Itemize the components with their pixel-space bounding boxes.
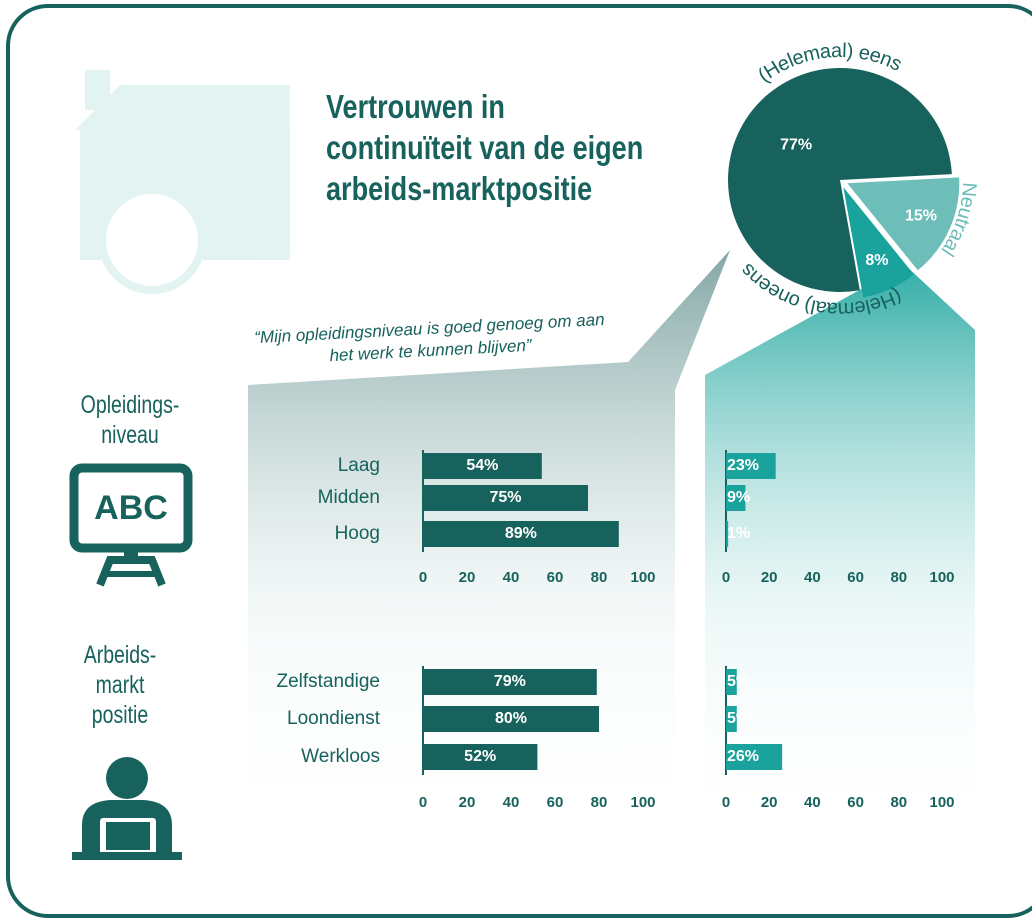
x-tick-label: 80 — [591, 794, 608, 811]
bar — [726, 521, 729, 547]
bar-value-label: 5% — [727, 710, 750, 727]
bar-value-label: 5% — [727, 673, 750, 690]
x-tick-label: 40 — [503, 569, 520, 586]
category-label: Midden — [318, 487, 380, 508]
slice-value-label: 15% — [905, 207, 937, 224]
bar — [423, 744, 538, 770]
bar — [423, 485, 588, 511]
bar — [726, 744, 783, 770]
bar — [726, 706, 737, 732]
x-tick-label: 0 — [419, 569, 427, 586]
bar — [726, 485, 746, 511]
section-label: Arbeids-markt positie — [83, 641, 157, 729]
x-tick-label: 0 — [722, 569, 730, 586]
x-tick-label: 60 — [847, 794, 864, 811]
x-tick-label: 100 — [929, 794, 954, 811]
x-tick-label: 0 — [419, 794, 427, 811]
bar-value-label: 23% — [727, 457, 759, 474]
bar-value-label: 9% — [727, 489, 750, 506]
pie-slice — [843, 187, 914, 298]
x-tick-label: 20 — [459, 569, 476, 586]
bar-value-label: 52% — [464, 748, 496, 765]
bar-value-label: 54% — [466, 457, 498, 474]
x-tick-label: 40 — [804, 794, 821, 811]
category-label: Hoog — [335, 523, 380, 544]
bar-value-label: 89% — [505, 525, 537, 542]
x-tick-label: 60 — [847, 569, 864, 586]
bar-value-label: 79% — [494, 673, 526, 690]
category-label: Zelfstandige — [276, 671, 380, 692]
category-label: Laag — [338, 455, 380, 476]
bar — [423, 706, 599, 732]
slice-value-label: 8% — [865, 252, 888, 269]
beam-right — [705, 265, 975, 840]
pie-slice — [847, 177, 960, 271]
bar — [423, 453, 542, 479]
slice-value-label: 77% — [780, 136, 812, 153]
x-tick-label: 20 — [761, 569, 778, 586]
x-tick-label: 0 — [722, 794, 730, 811]
x-tick-label: 20 — [459, 794, 476, 811]
category-label: Loondienst — [287, 708, 381, 729]
pie-slice — [728, 68, 952, 293]
house-icon — [75, 70, 290, 294]
x-tick-label: 100 — [630, 794, 655, 811]
svg-text:ABC: ABC — [94, 489, 168, 527]
x-tick-label: 40 — [503, 794, 520, 811]
x-tick-label: 80 — [890, 569, 907, 586]
bar-value-label: 26% — [727, 748, 759, 765]
frame — [6, 4, 1032, 918]
category-label: Werkloos — [301, 746, 380, 767]
bar-value-label: 75% — [489, 489, 521, 506]
abc-icon: ABC — [69, 463, 193, 587]
bar — [726, 453, 776, 479]
bar — [423, 521, 619, 547]
bar-value-label: 80% — [495, 710, 527, 727]
bar-value-label: 1% — [727, 525, 750, 542]
x-tick-label: 60 — [547, 794, 564, 811]
section-label: Opleidings-niveau — [80, 391, 180, 449]
x-tick-label: 60 — [547, 569, 564, 586]
x-tick-label: 20 — [761, 794, 778, 811]
x-tick-label: 80 — [890, 794, 907, 811]
person-icon — [72, 757, 182, 860]
x-tick-label: 100 — [630, 569, 655, 586]
title: Vertrouwen in continuïteit van de eigen … — [326, 88, 644, 207]
bar — [423, 669, 597, 695]
x-tick-label: 40 — [804, 569, 821, 586]
x-tick-label: 80 — [591, 569, 608, 586]
bar — [726, 669, 737, 695]
x-tick-label: 100 — [929, 569, 954, 586]
